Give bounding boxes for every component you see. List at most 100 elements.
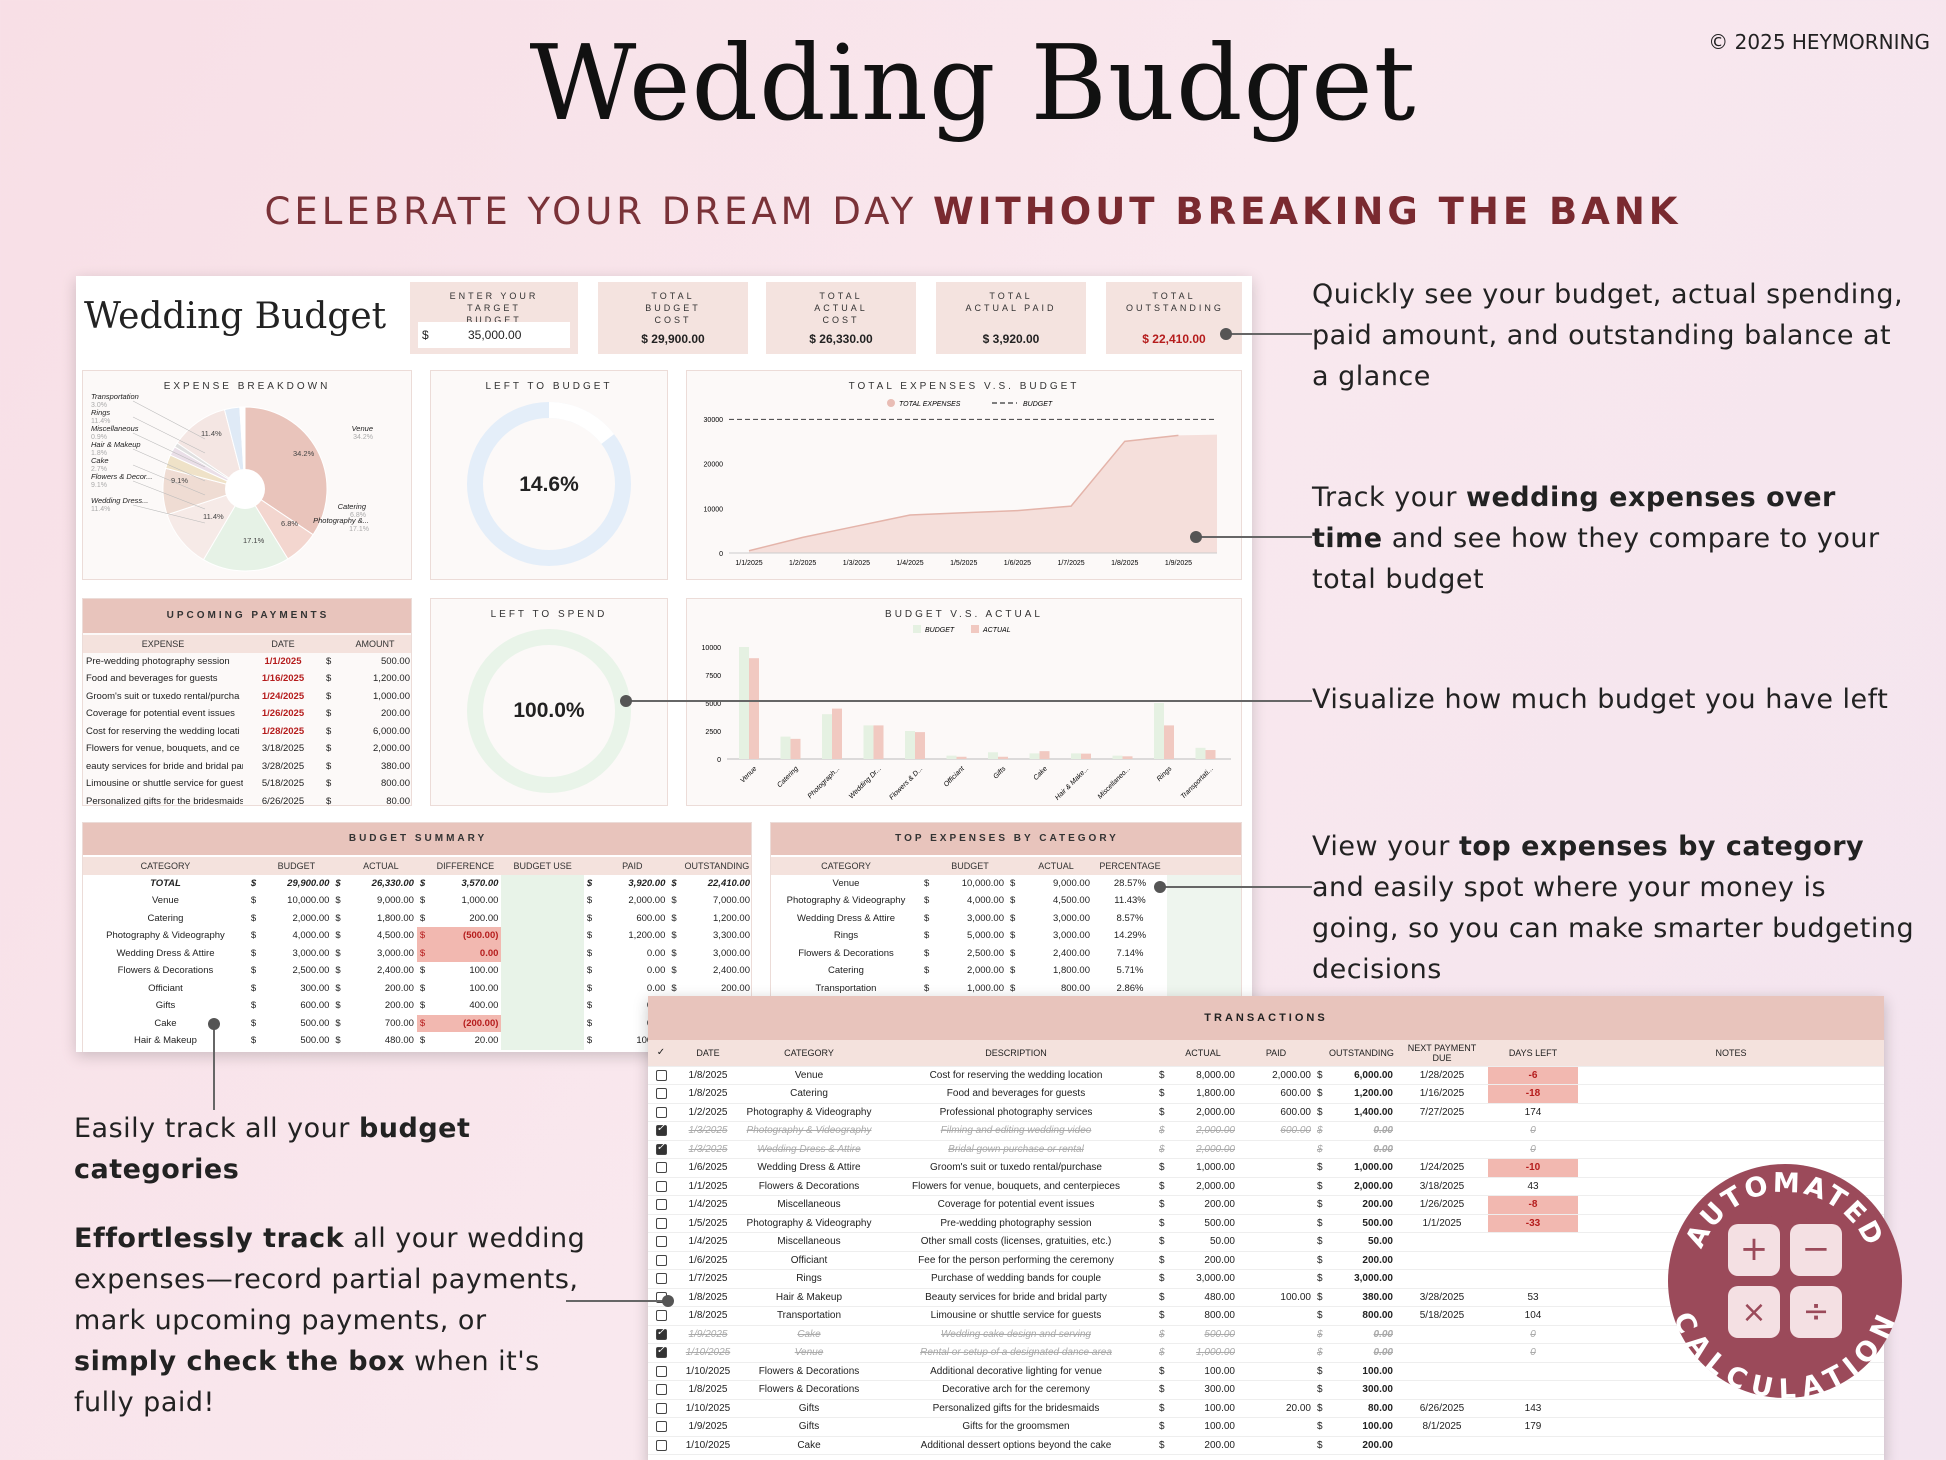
paid-cell[interactable]	[1238, 1177, 1314, 1196]
paid-cell[interactable]	[1238, 1417, 1314, 1437]
category-dropdown[interactable]: Photography & Videography	[742, 1121, 876, 1141]
category-cell: Officiant	[148, 982, 183, 994]
notes-cell[interactable]	[1578, 1121, 1884, 1141]
col-header[interactable]: DATE	[674, 1040, 742, 1067]
budget-cell: 2,500.00	[967, 947, 1004, 959]
description-cell: Additional dessert options beyond the ca…	[876, 1436, 1156, 1455]
paid-checkbox[interactable]	[655, 1439, 667, 1451]
paid-checkbox[interactable]	[655, 1236, 667, 1248]
x-tick-label: Flowers & D...	[888, 765, 924, 801]
category-dropdown[interactable]: Flowers & Decorations	[742, 1177, 876, 1196]
paid-cell[interactable]	[1238, 1158, 1314, 1178]
notes-cell[interactable]	[1578, 1399, 1884, 1418]
actual-cell: 1,800.00	[1168, 1084, 1238, 1104]
paid-checkbox[interactable]	[655, 1217, 667, 1229]
category-dropdown[interactable]: Hair & Makeup	[742, 1288, 876, 1307]
paid-cell[interactable]	[1238, 1195, 1314, 1215]
description-cell: Food and beverages for guests	[876, 1084, 1156, 1104]
target-budget-input[interactable]: $ 35,000.00	[418, 322, 570, 348]
paid-cell[interactable]: 600.00	[1238, 1121, 1314, 1141]
outstanding-cell: 22,410.00	[707, 877, 750, 889]
category-dropdown[interactable]: Photography & Videography	[742, 1103, 876, 1122]
percentage-cell: 11.43%	[1114, 895, 1146, 907]
kpi-target-budget: ENTER YOUR TARGET BUDGET $ 35,000.00	[410, 282, 578, 354]
notes-cell[interactable]	[1578, 1436, 1884, 1455]
actual-cell: 26,330.00	[371, 877, 414, 889]
paid-cell[interactable]	[1238, 1380, 1314, 1400]
paid-checkbox[interactable]	[655, 1123, 667, 1137]
category-dropdown[interactable]: Officiant	[742, 1251, 876, 1270]
notes-cell[interactable]	[1578, 1084, 1884, 1104]
transactions-title: TRANSACTIONS	[648, 996, 1884, 1040]
paid-checkbox[interactable]	[655, 1402, 667, 1414]
paid-cell[interactable]	[1238, 1436, 1314, 1455]
paid-cell[interactable]	[1238, 1269, 1314, 1289]
currency-cell: $	[326, 795, 332, 806]
leader-line	[132, 464, 206, 496]
paid-cell[interactable]: 600.00	[1238, 1084, 1314, 1104]
category-dropdown[interactable]: Cake	[742, 1325, 876, 1344]
paid-cell[interactable]	[1238, 1232, 1314, 1252]
target-budget-value: 35,000.00	[468, 328, 522, 342]
paid-cell[interactable]	[1238, 1325, 1314, 1344]
category-dropdown[interactable]: Gifts	[742, 1399, 876, 1418]
notes-cell[interactable]	[1578, 1417, 1884, 1437]
paid-checkbox[interactable]	[655, 1421, 667, 1433]
paid-checkbox[interactable]	[655, 1345, 667, 1359]
col-header[interactable]: CATEGORY	[742, 1040, 876, 1067]
category-dropdown[interactable]: Venue	[742, 1343, 876, 1363]
paid-cell[interactable]	[1238, 1251, 1314, 1270]
paid-checkbox[interactable]	[655, 1106, 667, 1118]
notes-cell[interactable]	[1578, 1066, 1884, 1085]
category-dropdown[interactable]: Venue	[742, 1066, 876, 1085]
paid-checkbox[interactable]	[655, 1088, 667, 1100]
paid-cell[interactable]: 600.00	[1238, 1103, 1314, 1122]
paid-checkbox[interactable]	[655, 1310, 667, 1322]
category-dropdown[interactable]: Photography & Videography	[742, 1214, 876, 1233]
notes-cell[interactable]	[1578, 1140, 1884, 1159]
category-dropdown[interactable]: Flowers & Decorations	[742, 1362, 876, 1381]
paid-cell[interactable]: 20.00	[1238, 1399, 1314, 1418]
paid-checkbox[interactable]	[655, 1069, 667, 1081]
category-dropdown[interactable]: Wedding Dress & Attire	[742, 1140, 876, 1159]
paid-cell[interactable]: 100.00	[1238, 1288, 1314, 1307]
paid-checkbox[interactable]	[655, 1162, 667, 1174]
paid-checkbox[interactable]	[655, 1199, 667, 1211]
leader-line	[132, 448, 206, 482]
legend-pct: 1.8%	[91, 450, 107, 457]
x-tick-label: 1/9/2025	[1165, 560, 1192, 567]
outstanding-cell: 100.00	[1326, 1362, 1396, 1381]
currency-cell: $	[1156, 1066, 1168, 1085]
category-cell: Gifts	[155, 1000, 176, 1012]
paid-checkbox[interactable]	[655, 1180, 667, 1192]
category-dropdown[interactable]: Flowers & Decorations	[742, 1380, 876, 1400]
paid-checkbox[interactable]	[655, 1384, 667, 1396]
x-tick-label: Officiant	[943, 765, 967, 789]
paid-checkbox[interactable]	[655, 1254, 667, 1266]
category-dropdown[interactable]: Gifts	[742, 1417, 876, 1437]
category-dropdown[interactable]: Catering	[742, 1084, 876, 1104]
paid-cell[interactable]	[1238, 1343, 1314, 1363]
paid-cell[interactable]	[1238, 1214, 1314, 1233]
category-dropdown[interactable]: Rings	[742, 1269, 876, 1289]
category-dropdown[interactable]: Miscellaneous	[742, 1232, 876, 1252]
paid-checkbox[interactable]	[655, 1365, 667, 1377]
paid-checkbox[interactable]	[655, 1273, 667, 1285]
currency-cell: $	[671, 877, 677, 889]
expense-cell: Flowers for venue, bouquets, and ce	[86, 743, 240, 755]
currency-cell: $	[250, 965, 257, 977]
category-dropdown[interactable]: Transportation	[742, 1306, 876, 1326]
transaction-row: 1/2/2025 Photography & Videography Profess…	[648, 1103, 1884, 1122]
currency-cell: $	[1314, 1269, 1326, 1289]
paid-checkbox[interactable]	[655, 1327, 667, 1340]
category-dropdown[interactable]: Wedding Dress & Attire	[742, 1158, 876, 1178]
notes-cell[interactable]	[1578, 1103, 1884, 1122]
paid-checkbox[interactable]	[655, 1142, 667, 1155]
paid-cell[interactable]	[1238, 1362, 1314, 1381]
paid-cell[interactable]: 2,000.00	[1238, 1066, 1314, 1085]
leader-line	[132, 416, 206, 454]
paid-cell[interactable]	[1238, 1306, 1314, 1326]
category-dropdown[interactable]: Cake	[742, 1436, 876, 1455]
paid-cell[interactable]	[1238, 1140, 1314, 1159]
category-dropdown[interactable]: Miscellaneous	[742, 1195, 876, 1215]
